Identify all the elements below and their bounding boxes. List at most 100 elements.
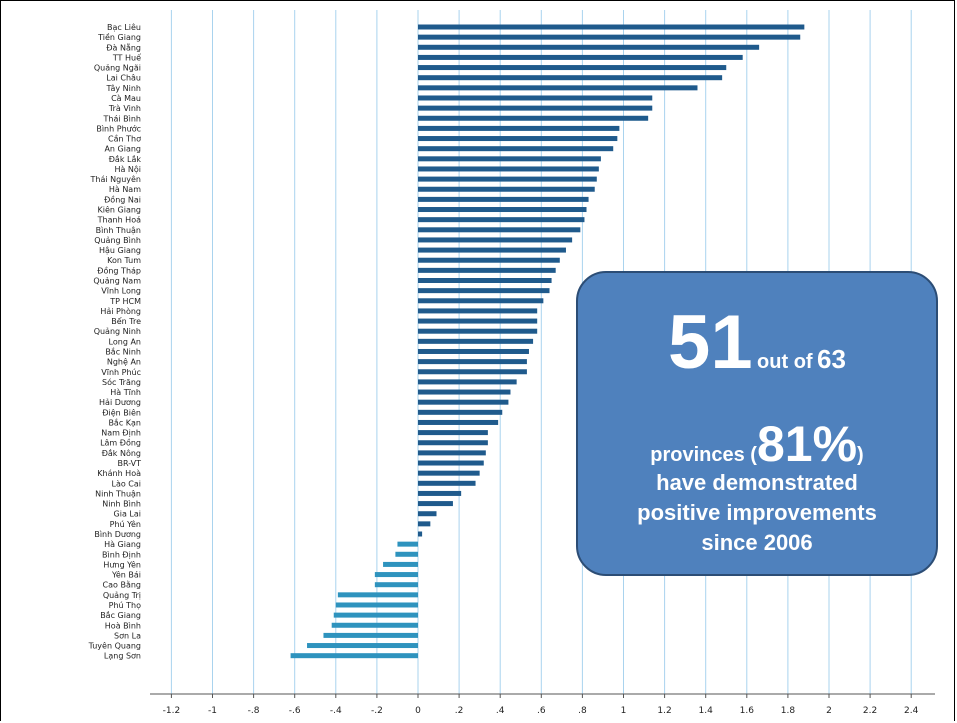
bar	[418, 359, 527, 365]
bar	[418, 288, 550, 294]
category-label: Hậu Giang	[99, 246, 141, 256]
bar	[418, 207, 587, 213]
bar	[418, 318, 538, 324]
bar	[418, 44, 760, 50]
category-label: Hải Phòng	[100, 306, 141, 316]
category-label: Đắk Nông	[102, 448, 141, 458]
bar	[418, 379, 517, 385]
category-label: TP HCM	[109, 297, 141, 306]
bar	[418, 430, 488, 436]
bar	[418, 348, 529, 354]
x-tick-label: 2	[826, 706, 832, 716]
category-label: Bình Phước	[96, 123, 141, 133]
x-tick-label: -.8	[248, 706, 260, 716]
bar	[418, 480, 476, 486]
bar	[418, 511, 437, 517]
bar	[418, 186, 595, 192]
bar	[418, 217, 585, 223]
bar	[331, 622, 418, 628]
category-label: Hưng Yên	[103, 559, 141, 569]
bar	[418, 257, 560, 263]
bar	[337, 592, 418, 598]
bar	[418, 125, 620, 131]
category-label: Đồng Tháp	[97, 265, 141, 275]
category-label: Nam Định	[101, 429, 141, 439]
x-tick-label: 2.2	[863, 706, 877, 716]
improved-count: 51	[668, 300, 753, 385]
category-label: Thái Nguyên	[90, 174, 141, 184]
bar	[395, 551, 418, 557]
chart-bars	[290, 24, 805, 659]
bar	[418, 237, 573, 243]
callout-line-3: since 2006	[701, 530, 813, 555]
callout-line-1: have demonstrated	[656, 470, 858, 495]
bar	[418, 369, 527, 375]
category-label: Bắc Kạn	[108, 417, 141, 428]
category-label: Ninh Bình	[102, 500, 141, 509]
category-label: Tuyên Quang	[88, 641, 141, 651]
x-tick-label: -1	[208, 706, 217, 716]
provinces-text: provinces (	[650, 444, 757, 466]
category-label: BR-VT	[118, 459, 142, 468]
bar	[418, 409, 503, 415]
category-label: Lạng Sơn	[104, 652, 141, 662]
category-label: Thanh Hoá	[97, 216, 141, 225]
category-label: Bình Định	[102, 550, 141, 560]
x-tick-label: .2	[455, 706, 464, 716]
category-label: Ninh Thuận	[95, 489, 141, 499]
category-label: Hà Tĩnh	[110, 388, 141, 397]
bar	[418, 156, 601, 162]
category-label: Đà Nẵng	[106, 42, 141, 52]
total-count: 63	[817, 344, 846, 374]
category-label: Tiền Giang	[97, 32, 141, 42]
improved-percent: 81%	[756, 416, 858, 472]
category-label: Nghệ An	[107, 357, 141, 367]
category-label: Sóc Trăng	[102, 377, 141, 387]
bar	[418, 75, 723, 81]
category-label: Hải Dương	[99, 397, 141, 407]
x-tick-label: 2.4	[904, 706, 919, 716]
bar	[418, 298, 544, 304]
bar	[418, 531, 423, 537]
category-label: Hà Nội	[114, 164, 141, 174]
bar	[418, 54, 743, 60]
close-paren-text: )	[857, 444, 864, 466]
bar	[307, 643, 418, 649]
bar	[418, 521, 431, 527]
summary-callout-box: 51 out of 63 provinces (81%) have demons…	[576, 271, 938, 576]
x-tick-label: 1.6	[740, 706, 755, 716]
category-label: Cà Mau	[111, 94, 141, 103]
bar	[374, 582, 418, 588]
bar	[418, 419, 499, 425]
category-label: Cần Thơ	[108, 134, 141, 144]
category-label: Long An	[109, 337, 141, 346]
bar	[418, 115, 649, 121]
bar	[374, 572, 418, 578]
chart-x-axis: -1.2 -1 -.8 -.6 -.4 -.2 0 .2 .4 .6 .8 1 1.2 1.4 1.6 1.8…	[150, 693, 935, 716]
bar	[418, 85, 698, 91]
category-label: Đắk Lắk	[109, 154, 142, 164]
x-tick-label: -1.2	[163, 706, 181, 716]
category-label: Hoà Bình	[105, 621, 141, 630]
bar	[418, 308, 538, 314]
bar	[418, 389, 511, 395]
callout-line-2: positive improvements	[637, 500, 877, 525]
bar	[333, 612, 418, 618]
bar	[418, 470, 480, 476]
bar	[418, 95, 653, 101]
bar	[418, 501, 453, 507]
bar	[418, 450, 486, 456]
bar	[418, 176, 597, 182]
bar	[418, 440, 488, 446]
category-label: Quảng Ngãi	[94, 63, 141, 73]
category-label: Hà Nam	[109, 185, 141, 194]
category-label: Lai Châu	[106, 74, 141, 83]
x-tick-label: 0	[415, 706, 421, 716]
bar	[418, 65, 727, 71]
x-tick-label: -.4	[330, 706, 342, 716]
category-label: Bắc Giang	[100, 610, 141, 620]
category-label: Vĩnh Phúc	[101, 368, 141, 377]
out-of-text: out of	[757, 351, 813, 373]
